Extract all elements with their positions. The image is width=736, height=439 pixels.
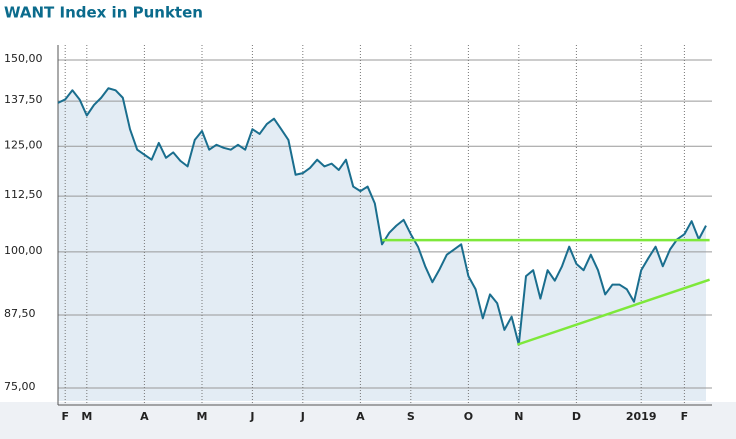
x-tick-label: N — [514, 410, 523, 423]
x-tick-label: O — [464, 410, 473, 423]
x-tick-label: F — [61, 410, 69, 423]
trend-line — [516, 278, 711, 346]
chart-title: WANT Index in Punkten — [4, 4, 203, 22]
y-tick-label: 137,50 — [4, 93, 43, 106]
x-tick-label: J — [300, 410, 305, 423]
x-tick-label: M — [197, 410, 208, 423]
x-tick-label: D — [572, 410, 581, 423]
index-line — [57, 87, 707, 346]
x-tick-label: A — [356, 410, 365, 423]
y-tick-label: 75,00 — [4, 380, 36, 393]
y-tick-label: 112,50 — [4, 188, 43, 201]
x-tick-label: A — [140, 410, 149, 423]
x-tick-label: J — [249, 410, 254, 423]
x-tick-label: 2019 — [626, 410, 657, 423]
x-tick-label: M — [81, 410, 92, 423]
y-tick-label: 150,00 — [4, 52, 43, 65]
x-tick-label: S — [407, 410, 415, 423]
y-tick-label: 100,00 — [4, 244, 43, 257]
y-tick-label: 125,00 — [4, 138, 43, 151]
x-tick-label: F — [681, 410, 689, 423]
axis-band — [0, 402, 736, 439]
y-tick-label: 87,50 — [4, 307, 36, 320]
